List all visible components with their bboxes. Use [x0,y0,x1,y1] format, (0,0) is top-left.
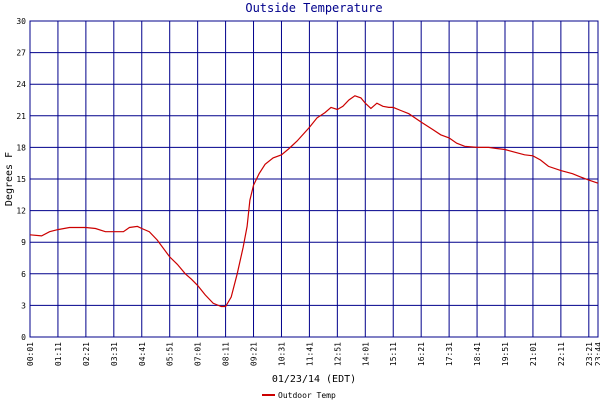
y-tick-label: 18 [16,143,26,152]
x-tick-label: 02:21 [82,342,91,366]
y-tick-label: 30 [16,17,26,26]
x-tick-label: 09:21 [250,342,259,366]
x-axis-ticks: 00:01 01:11 02:21 03:31 04:41 05:51 07:01 08:11… [26,342,600,366]
y-axis-ticks: 0 3 6 9 12 15 18 21 24 27 30 [16,17,26,342]
y-tick-label: 15 [16,175,26,184]
x-tick-label: 05:51 [166,342,175,366]
chart-title: Outside Temperature [245,1,382,15]
legend: Outdoor Temp [262,391,336,400]
x-tick-label: 22:11 [557,342,566,366]
x-tick-label: 14:01 [361,342,370,366]
y-tick-label: 9 [21,238,26,247]
legend-entry: Outdoor Temp [278,391,336,400]
y-tick-label: 24 [16,80,26,89]
x-tick-label: 18:41 [473,342,482,366]
x-tick-label: 03:31 [110,342,119,366]
x-tick-label: 23:44 [594,342,600,366]
x-tick-label: 12:51 [333,342,342,366]
x-tick-label: 17:31 [445,342,454,366]
x-tick-label: 01:11 [54,342,63,366]
x-tick-label: 11:41 [305,342,314,366]
y-tick-label: 3 [21,301,26,310]
x-tick-label: 21:01 [529,342,538,366]
y-tick-label: 12 [16,207,26,216]
x-axis-label: 01/23/14 (EDT) [272,374,356,385]
grid [29,20,599,338]
x-tick-label: 00:01 [26,342,35,366]
x-tick-label: 07:01 [194,342,203,366]
series-line-outdoor-temp [29,95,599,308]
plot-frame [29,20,599,338]
x-tick-label: 15:11 [389,342,398,366]
y-axis-label: Degrees F [4,152,15,206]
y-tick-label: 0 [21,333,26,342]
x-tick-label: 08:11 [222,342,231,366]
y-tick-label: 27 [16,49,26,58]
y-tick-label: 6 [21,270,26,279]
x-tick-label: 10:31 [277,342,286,366]
x-tick-label: 16:21 [417,342,426,366]
x-tick-label: 04:41 [138,342,147,366]
x-tick-label: 19:51 [501,342,510,366]
y-tick-label: 21 [16,112,26,121]
x-tick-label: 23:21 [585,342,594,366]
